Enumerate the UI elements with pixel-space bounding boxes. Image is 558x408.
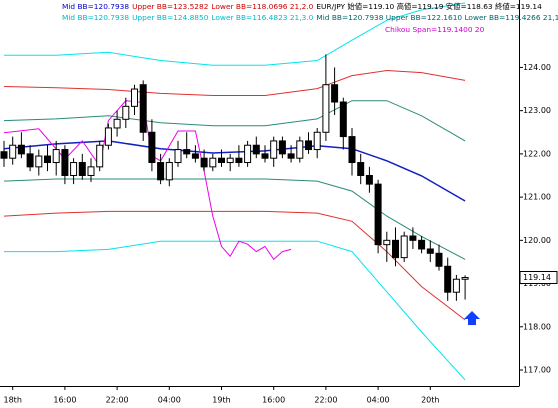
candle-body <box>165 162 173 181</box>
candle-body <box>383 239 391 246</box>
candle-body <box>322 84 330 133</box>
indicator-line <box>4 2 466 66</box>
legend-entry: Mid BB=120.7938 Upper BB=122.1610 Lower … <box>316 13 558 22</box>
candle-body <box>139 84 147 133</box>
candle-body <box>35 155 43 168</box>
legend-entry: Lower BB=116.4823 21,3.0 <box>211 13 313 22</box>
legend-entry: Mid BB=120.7938 <box>62 13 129 22</box>
legend-entry: Upper BB=124.8850 <box>132 13 209 22</box>
y-tick-label: 123.00 <box>523 106 551 115</box>
x-tick-label: 04:00 <box>158 396 181 405</box>
candle-body <box>392 239 399 259</box>
indicator-line <box>3 100 292 261</box>
candle-body <box>331 84 339 103</box>
candle-body <box>209 157 217 168</box>
candle-body <box>226 157 234 164</box>
candle-body <box>339 101 347 138</box>
candle-body <box>78 162 86 176</box>
x-tick-label: 19th <box>212 396 230 405</box>
candle-body <box>148 131 156 164</box>
candle-body <box>26 153 34 168</box>
candle-body <box>244 144 252 164</box>
x-tick-label: 22:00 <box>106 396 129 405</box>
candle-body <box>357 162 365 176</box>
candle-body <box>444 265 452 293</box>
legend-entry: Lower BB=118.0696 21,2.0 <box>211 2 313 11</box>
legend-entry: EUR/JPY 始値=119.10 高値=119.19 安値=118.63 終値… <box>316 2 542 11</box>
y-tick-label: 122.00 <box>523 149 551 158</box>
candle-body <box>435 252 443 267</box>
candle-body <box>157 162 165 181</box>
legend-entry: Upper BB=123.5282 <box>132 2 208 11</box>
legend-entry: Mid BB=120.7938 <box>62 2 129 11</box>
candle-body <box>87 166 95 176</box>
candle-body <box>313 131 321 151</box>
candle-body <box>113 118 121 129</box>
candle-body <box>218 157 225 164</box>
x-tick-label: 22:00 <box>314 396 337 405</box>
legend-entry: Chikou Span=119.1400 20 <box>385 25 485 34</box>
price-label: 119.14 <box>523 273 551 282</box>
candle-body <box>9 144 17 159</box>
candle-body <box>287 153 295 159</box>
x-tick-label: 16:00 <box>262 396 285 405</box>
candle-body <box>200 157 208 168</box>
x-tick-label: 04:00 <box>367 396 390 405</box>
indicator-legend: Mid BB=120.7938 Upper BB=123.5282 Lower BB… <box>62 2 542 11</box>
candle-body <box>96 144 104 168</box>
candle-body <box>418 239 426 250</box>
candle-body <box>305 140 312 151</box>
candle-body <box>44 155 51 164</box>
y-tick-label: 120.00 <box>523 236 551 245</box>
candle-body <box>52 149 60 164</box>
arrow <box>464 311 480 325</box>
candle-body <box>270 140 278 159</box>
candle-body <box>183 149 191 155</box>
candle-body <box>191 153 199 159</box>
candle-body <box>365 174 373 185</box>
indicator-line <box>3 210 466 321</box>
candle-body <box>278 140 286 155</box>
candle-body <box>296 140 304 159</box>
candle-body <box>409 235 417 241</box>
candle-body <box>174 149 182 164</box>
candle-body <box>104 127 112 146</box>
candle-body <box>261 153 269 159</box>
candle-body <box>61 149 69 176</box>
x-tick-label: 16:00 <box>53 396 76 405</box>
candle-body <box>426 248 434 254</box>
candle-body <box>70 162 78 176</box>
candle-body <box>17 144 25 155</box>
indicator-legend: Chikou Span=119.1400 20 <box>385 25 485 34</box>
candle-body <box>374 183 382 246</box>
indicator-line <box>3 69 466 96</box>
x-tick-label: 20th <box>421 396 439 405</box>
candle-body <box>122 105 130 120</box>
price-box <box>519 271 558 285</box>
candle-body <box>252 144 260 155</box>
y-tick-label: 117.00 <box>523 366 551 375</box>
candle-body <box>235 157 243 164</box>
y-tick-label: 121.00 <box>523 193 551 202</box>
y-tick-label: 124.00 <box>523 63 551 72</box>
x-tick-label: 18th <box>4 396 22 405</box>
candle-body <box>0 151 8 159</box>
indicator-line <box>4 240 466 381</box>
candle-body <box>131 88 138 107</box>
y-tick-label: 118.00 <box>523 322 551 331</box>
candle-body <box>452 278 460 293</box>
candle-body <box>461 277 469 280</box>
indicator-legend: Mid BB=120.7938 Upper BB=124.8850 Lower BB… <box>62 13 558 22</box>
indicator-line <box>3 100 466 142</box>
candle-body <box>400 235 408 259</box>
candle-body <box>348 136 356 164</box>
